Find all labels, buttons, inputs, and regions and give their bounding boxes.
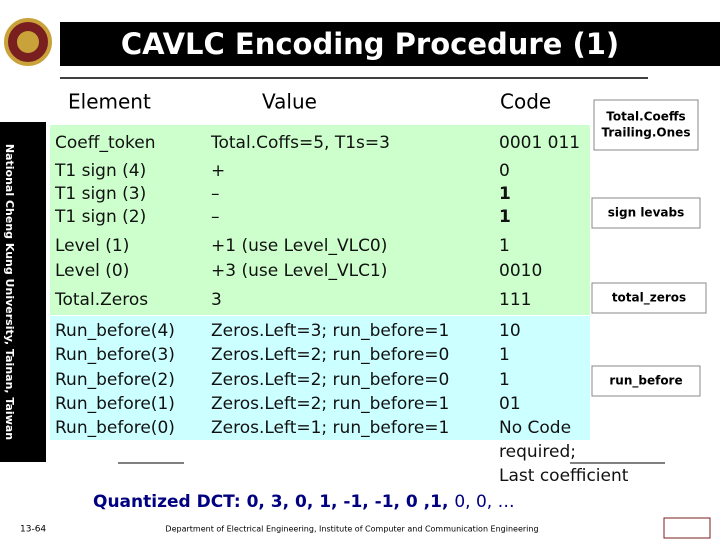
sequence-rest: 0, 0, … bbox=[454, 492, 514, 512]
cell: 10 bbox=[499, 321, 521, 341]
cell: Zeros.Left=2; run_before=0 bbox=[211, 345, 449, 365]
cell: Run_before(1) bbox=[55, 394, 175, 414]
column-header: Code bbox=[500, 90, 551, 114]
cell: 1 bbox=[499, 236, 510, 256]
cell: 3 bbox=[211, 290, 222, 310]
cell: Level (1) bbox=[55, 236, 129, 256]
cell: 0010 bbox=[499, 261, 542, 281]
cell: Level (0) bbox=[55, 261, 129, 281]
page-number: 13-64 bbox=[20, 525, 46, 535]
sequence: Quantized DCT: 0, 3, 0, 1, -1, -1, 0 ,1,… bbox=[93, 492, 515, 512]
label-box bbox=[591, 197, 701, 229]
cell: 01 bbox=[499, 394, 521, 414]
logo-inner bbox=[17, 31, 39, 53]
cell: – bbox=[211, 184, 220, 204]
cell: Zeros.Left=2; run_before=0 bbox=[211, 370, 449, 390]
cell: 0001 011 bbox=[499, 133, 580, 153]
cell: 0 bbox=[499, 161, 510, 181]
cell: No Code required; Last coefficient bbox=[499, 418, 629, 486]
side-label: total_zeros bbox=[612, 291, 686, 306]
footer-logo bbox=[663, 517, 711, 539]
department: Department of Electrical Engineering, In… bbox=[165, 525, 538, 534]
cell: +1 (use Level_VLC0) bbox=[211, 236, 387, 256]
cell: +3 (use Level_VLC1) bbox=[211, 261, 387, 281]
cell: Run_before(4) bbox=[55, 321, 175, 341]
column-header: Element bbox=[68, 90, 151, 114]
side-label: Trailing.Ones bbox=[602, 126, 691, 140]
cell: Zeros.Left=3; run_before=1 bbox=[211, 321, 449, 341]
cell: 1 bbox=[499, 207, 511, 227]
cell: – bbox=[211, 207, 220, 227]
cell: Run_before(0) bbox=[55, 418, 175, 438]
label-box bbox=[591, 365, 701, 397]
cell-line: No Code bbox=[499, 418, 571, 438]
sequence-label: Quantized DCT: bbox=[93, 492, 241, 512]
cell-line: required; bbox=[499, 442, 576, 462]
sidebar-text: National Cheng Kung University, Tainan, … bbox=[3, 144, 16, 440]
label-box bbox=[591, 282, 707, 314]
sequence-bold: 0, 3, 0, 1, -1, -1, 0 ,1, bbox=[247, 492, 449, 512]
band-green bbox=[50, 125, 590, 315]
cell: 1 bbox=[499, 345, 510, 365]
cell: T1 sign (2) bbox=[54, 207, 146, 227]
cell: Total.Coffs=5, T1s=3 bbox=[210, 133, 390, 153]
label-box bbox=[593, 99, 699, 151]
sidebar-bg bbox=[0, 122, 46, 462]
cell: Run_before(2) bbox=[55, 370, 175, 390]
title-bar bbox=[60, 22, 720, 66]
side-label: run_before bbox=[609, 374, 682, 389]
side-label: sign levabs bbox=[608, 206, 684, 220]
cell: 1 bbox=[499, 370, 510, 390]
cell: + bbox=[211, 161, 225, 181]
cell: Run_before(3) bbox=[55, 345, 175, 365]
side-label: Total.Coeffs bbox=[606, 110, 685, 124]
cell: Total.Zeros bbox=[54, 290, 148, 310]
column-header: Value bbox=[262, 90, 317, 114]
cell: T1 sign (3) bbox=[54, 184, 146, 204]
cell-line: Last coefficient bbox=[499, 466, 629, 486]
cell: Zeros.Left=2; run_before=1 bbox=[211, 394, 449, 414]
cell: Coeff_token bbox=[55, 133, 155, 153]
band-cyan bbox=[50, 316, 590, 440]
cell: 111 bbox=[499, 290, 531, 310]
cell: 1 bbox=[499, 184, 511, 204]
cell: T1 sign (4) bbox=[54, 161, 146, 181]
title: CAVLC Encoding Procedure (1) bbox=[121, 27, 619, 61]
cell: Zeros.Left=1; run_before=1 bbox=[211, 418, 449, 438]
